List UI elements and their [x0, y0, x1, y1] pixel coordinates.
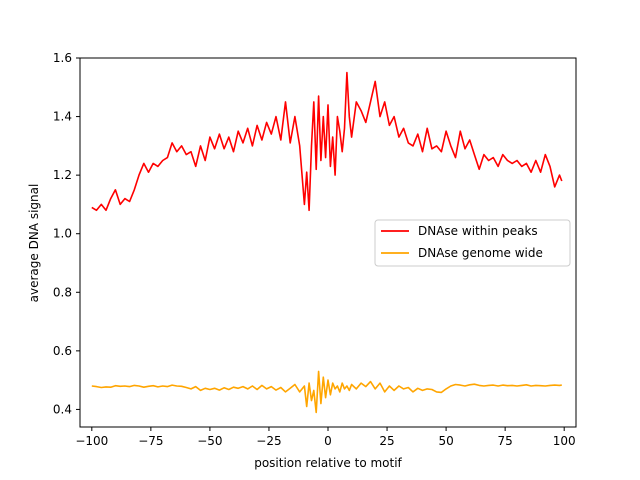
x-tick-label: 75	[498, 434, 513, 448]
y-tick-label: 0.6	[53, 344, 72, 358]
x-tick-label: 25	[379, 434, 394, 448]
legend-box	[374, 219, 571, 267]
x-axis-label: position relative to motif	[254, 456, 402, 470]
y-tick-label: 1.0	[53, 227, 72, 241]
x-tick-label: −25	[256, 434, 281, 448]
x-tick-label: −50	[197, 434, 222, 448]
y-tick-label: 0.4	[53, 402, 72, 416]
y-tick-label: 0.8	[53, 285, 72, 299]
legend-label-genome-wide: DNAse genome wide	[418, 246, 543, 260]
series-line-dnase-genome-wide	[91, 370, 562, 414]
y-axis-label: average DNA signal	[27, 184, 41, 303]
x-tick-label: −100	[75, 434, 108, 448]
legend-label-within-peaks: DNAse within peaks	[418, 224, 538, 238]
x-tick-label: 100	[553, 434, 576, 448]
tick-marks: −100 −75 −50 −25 0 25 50 75 100 0.4 0.6 0.8 1.0 1.2 1.…	[53, 51, 576, 448]
series-lines	[91, 71, 563, 414]
series-line-dnase-within-peaks	[91, 71, 563, 212]
y-tick-label: 1.4	[53, 110, 72, 124]
legend: DNAse within peaks DNAse genome wide	[374, 219, 571, 267]
x-tick-label: −75	[138, 434, 163, 448]
y-tick-label: 1.2	[53, 168, 72, 182]
y-tick-label: 1.6	[53, 51, 72, 65]
x-tick-label: 0	[324, 434, 332, 448]
x-tick-label: 50	[438, 434, 453, 448]
